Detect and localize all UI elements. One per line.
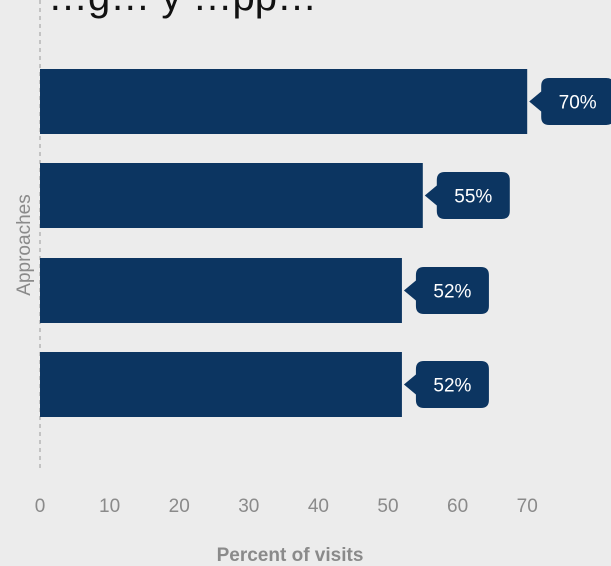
x-tick-label: 20 [169,496,190,517]
x-tick-label: 70 [517,496,538,517]
x-tick-label: 30 [238,496,259,517]
x-tick-label: 60 [447,496,468,517]
data-label-box-2 [424,172,510,219]
x-tick-label: 50 [377,496,398,517]
x-tick-label: 0 [35,496,46,517]
bars-group [40,69,528,417]
x-axis-ticks: 0 10 20 30 40 50 60 70 [35,496,538,517]
data-label-4: 52% [433,376,471,397]
data-label-3: 52% [433,282,471,303]
x-tick-label: 10 [99,496,120,517]
data-label-box-3 [403,267,489,314]
data-labels-group: 70% 55% 52% 52% [403,78,611,408]
bar-1 [40,69,528,134]
x-tick-label: 40 [308,496,329,517]
data-label-1: 70% [559,93,597,114]
y-axis-label: Approaches [14,194,35,295]
x-axis-label: Percent of visits [217,545,364,566]
data-label-2: 55% [454,187,492,208]
bar-3 [40,258,402,323]
bar-2 [40,163,423,228]
data-label-box-4 [403,361,489,408]
chart-title: …g… y …pp… [48,0,317,19]
data-label-box-1 [529,78,611,125]
bar-4 [40,352,402,417]
